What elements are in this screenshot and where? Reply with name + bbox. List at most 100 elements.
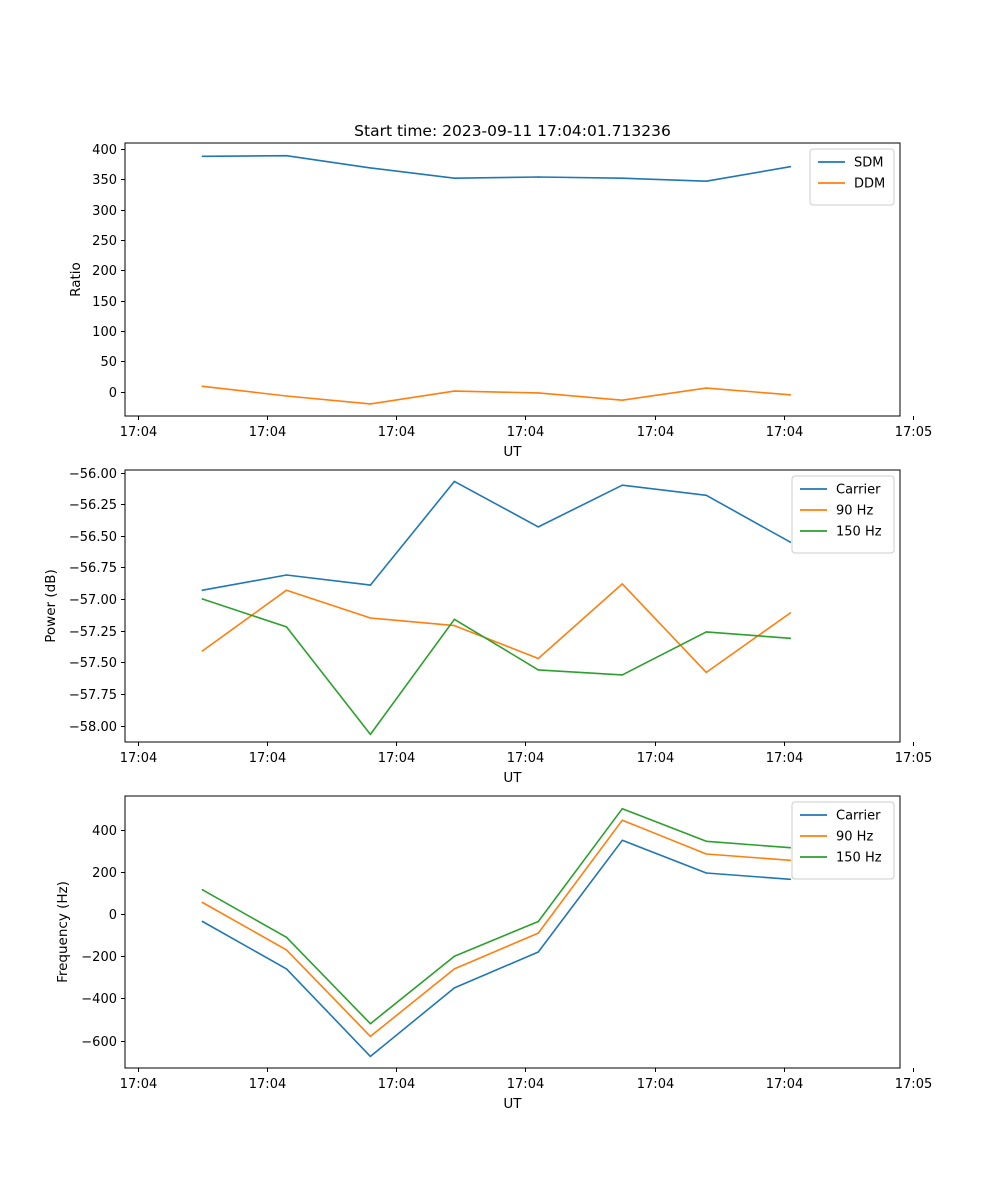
frequency-y-tick-label: 200 [92, 866, 117, 881]
frequency-x-tick-label: 17:04 [120, 1077, 157, 1092]
frequency-x-tick-label: 17:05 [895, 1077, 932, 1092]
power-x-tick-label: 17:04 [507, 751, 544, 766]
frequency-x-tick-label: 17:04 [249, 1077, 286, 1092]
ratio-y-tick-label: 200 [92, 264, 117, 279]
ratio-series-sdm-point [453, 177, 456, 179]
ratio-y-tick-label: 0 [109, 386, 117, 401]
frequency-legend [791, 801, 895, 880]
frequency-series-90-hz-point [285, 949, 288, 951]
frequency-series-150-hz-line [201, 807, 792, 1025]
power-series-carrier-point [369, 584, 372, 586]
ratio-series-sdm-point [285, 154, 288, 157]
power-x-axis-label: UT [503, 770, 522, 786]
ratio-series-ddm-point [621, 399, 624, 402]
frequency-legend-label-carrier: Carrier [836, 809, 881, 824]
ratio-y-tick-label: 400 [92, 143, 117, 158]
frequency-y-tick-label: 0 [109, 908, 117, 923]
power-x-tick-label: 17:04 [378, 751, 415, 766]
frequency-series-150-hz-point [621, 807, 624, 810]
frequency-series-90-hz-point [201, 901, 204, 904]
frequency-series-carrier-point [285, 968, 288, 970]
power-y-axis-label: Power (dB) [43, 569, 59, 642]
power-series-carrier-point [201, 589, 204, 591]
ratio-panel: 17:04 17:04 17:04 17:04 17:04 17:04 17:05 0 50 10… [68, 142, 932, 460]
power-series-150-hz-point [285, 626, 288, 628]
frequency-series-carrier-point [201, 920, 204, 923]
ratio-series-sdm-point [789, 165, 791, 168]
ratio-series-sdm-point [369, 167, 372, 169]
frequency-x-tick-label: 17:04 [766, 1077, 803, 1092]
frequency-series-carrier-point [537, 951, 540, 953]
ratio-y-tick-label: 50 [100, 355, 117, 370]
frequency-y-tick-label: 400 [92, 824, 117, 839]
power-series-carrier-point [621, 484, 624, 487]
frequency-series-carrier-line [201, 839, 792, 1058]
power-legend-label-90-hz: 90 Hz [836, 504, 873, 519]
ratio-series-ddm-point [705, 387, 708, 389]
power-series-carrier-line [201, 480, 792, 592]
ratio-y-tick-label: 100 [92, 325, 117, 340]
power-axes-frame [124, 469, 901, 743]
ratio-series-ddm-point [285, 395, 288, 397]
power-series-90-hz-point [285, 589, 288, 591]
power-y-tick-label: −57.00 [69, 593, 117, 608]
power-series-90-hz-point [537, 657, 540, 660]
power-y-tick-label: −56.25 [69, 498, 117, 513]
power-legend-label-150-hz: 150 Hz [836, 525, 882, 540]
ratio-legend-label-ddm: DDM [854, 177, 885, 192]
power-series-carrier-point [789, 541, 791, 543]
power-series-150-hz-point [453, 618, 456, 621]
ratio-series-sdm-point [201, 155, 204, 158]
frequency-series-carrier-point [369, 1055, 372, 1058]
power-legend [791, 475, 895, 554]
ratio-y-axis-label: Ratio [68, 262, 84, 297]
power-x-tick-label: 17:04 [120, 751, 157, 766]
power-series-90-hz-point [621, 583, 624, 585]
frequency-x-axis-label: UT [503, 1096, 522, 1112]
power-series-90-hz-point [201, 650, 204, 652]
frequency-series-150-hz-point [453, 955, 456, 957]
power-series-carrier-point [285, 574, 288, 576]
frequency-series-90-hz-point [789, 859, 791, 862]
frequency-y-tick-label: −400 [81, 992, 117, 1007]
frequency-axes-frame [124, 795, 901, 1069]
frequency-x-tick-label: 17:04 [637, 1077, 674, 1092]
frequency-series-150-hz-point [789, 846, 791, 849]
power-y-tick-label: −58.00 [69, 720, 117, 735]
power-y-tick-label: −57.75 [69, 688, 117, 703]
ratio-series-ddm-point [789, 394, 791, 396]
ratio-series-ddm-point [453, 390, 456, 392]
frequency-x-tick-label: 17:04 [378, 1077, 415, 1092]
frequency-series-90-hz-line [201, 819, 792, 1038]
power-legend-label-carrier: Carrier [836, 483, 881, 498]
ratio-series-sdm-point [705, 180, 708, 182]
ratio-x-tick-label: 17:04 [249, 425, 286, 440]
power-series-90-hz-line [201, 583, 792, 674]
frequency-series-90-hz-point [453, 968, 456, 970]
power-series-carrier-point [705, 494, 708, 497]
ratio-x-axis-label: UT [503, 444, 522, 460]
power-series-150-hz-point [369, 733, 372, 736]
frequency-series-150-hz-point [537, 920, 540, 923]
ratio-series-ddm-point [537, 392, 540, 394]
frequency-y-axis-label: Frequency (Hz) [55, 881, 71, 983]
power-series-150-hz-point [705, 631, 708, 633]
power-series-150-hz-point [621, 674, 624, 676]
ratio-x-tick-label: 17:04 [120, 425, 157, 440]
power-x-tick-label: 17:04 [249, 751, 286, 766]
power-series-150-hz-line [201, 598, 792, 736]
power-series-carrier-point [453, 480, 456, 483]
ratio-legend [809, 148, 895, 206]
frequency-x-tick-label: 17:04 [507, 1077, 544, 1092]
power-y-tick-label: −56.75 [69, 561, 117, 576]
ratio-y-tick-label: 250 [92, 234, 117, 249]
frequency-y-tick-label: −600 [81, 1035, 117, 1050]
power-series-90-hz-point [453, 624, 456, 627]
power-y-tick-label: −57.25 [69, 625, 117, 640]
frequency-series-150-hz-point [369, 1022, 372, 1025]
ratio-x-tick-label: 17:04 [766, 425, 803, 440]
power-panel: 17:04 17:04 17:04 17:04 17:04 17:04 17:05 −58.0… [43, 467, 932, 786]
ratio-series-sdm-point [537, 176, 540, 178]
ratio-y-tick-label: 350 [92, 173, 117, 188]
